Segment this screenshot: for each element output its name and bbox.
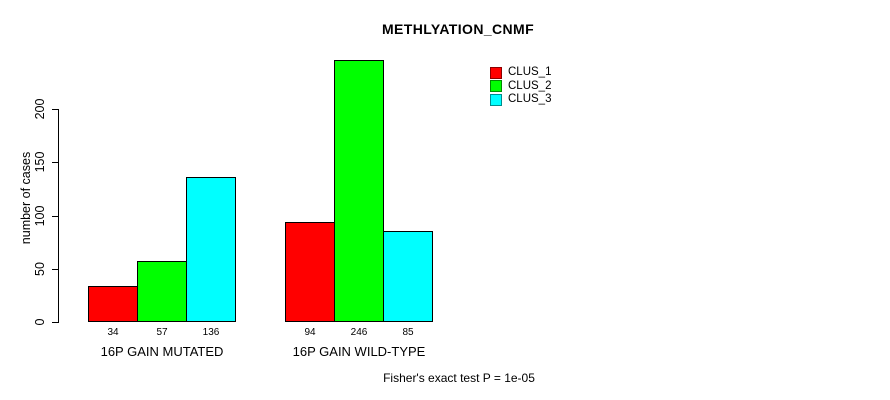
y-axis-tick (52, 162, 58, 163)
bar-clus_3-group2 (383, 231, 433, 322)
y-axis-tick-label: 0 (33, 318, 47, 326)
bar-value-label: 136 (202, 327, 220, 338)
y-axis-tick (52, 109, 58, 110)
fisher-test-annotation: Fisher's exact test P = 1e-05 (383, 371, 535, 385)
bar-clus_3-group1 (186, 177, 236, 322)
bar-clus_1-group1 (88, 286, 138, 322)
bar-value-label: 57 (156, 327, 168, 338)
y-axis-tick-label: 50 (33, 262, 47, 276)
bar-value-label: 94 (304, 327, 316, 338)
y-axis-tick-label: 100 (33, 205, 47, 227)
y-axis-tick (52, 269, 58, 270)
bar-value-label: 34 (107, 327, 119, 338)
bar-value-label: 85 (402, 327, 414, 338)
legend-label-clus-1: CLUS_1 (508, 66, 552, 78)
x-category-label: 16P GAIN WILD-TYPE (292, 344, 426, 359)
legend-item-clus-2: CLUS_2 (490, 80, 551, 94)
bar-clus_1-group2 (285, 222, 335, 322)
legend-label-clus-3: CLUS_3 (508, 93, 552, 105)
legend-swatch-clus-3 (490, 93, 502, 106)
bar-value-label: 246 (350, 327, 368, 338)
bar-clus_2-group1 (137, 261, 187, 322)
x-category-label: 16P GAIN MUTATED (100, 344, 224, 359)
legend-swatch-clus-2 (490, 80, 502, 93)
legend-item-clus-1: CLUS_1 (490, 66, 551, 80)
legend: CLUS_1 CLUS_2 CLUS_3 (490, 66, 551, 107)
legend-item-clus-3: CLUS_3 (490, 93, 551, 107)
y-axis-tick-label: 200 (33, 98, 47, 120)
y-axis-label: number of cases (19, 151, 33, 245)
bar-clus_2-group2 (334, 60, 384, 322)
y-axis-tick (52, 216, 58, 217)
chart-title: METHLYATION_CNMF (381, 21, 535, 37)
y-axis-line (58, 109, 59, 323)
y-axis-tick-label: 150 (33, 151, 47, 173)
legend-label-clus-2: CLUS_2 (508, 79, 552, 92)
legend-swatch-clus-1 (490, 66, 502, 79)
y-axis-tick (52, 322, 58, 323)
